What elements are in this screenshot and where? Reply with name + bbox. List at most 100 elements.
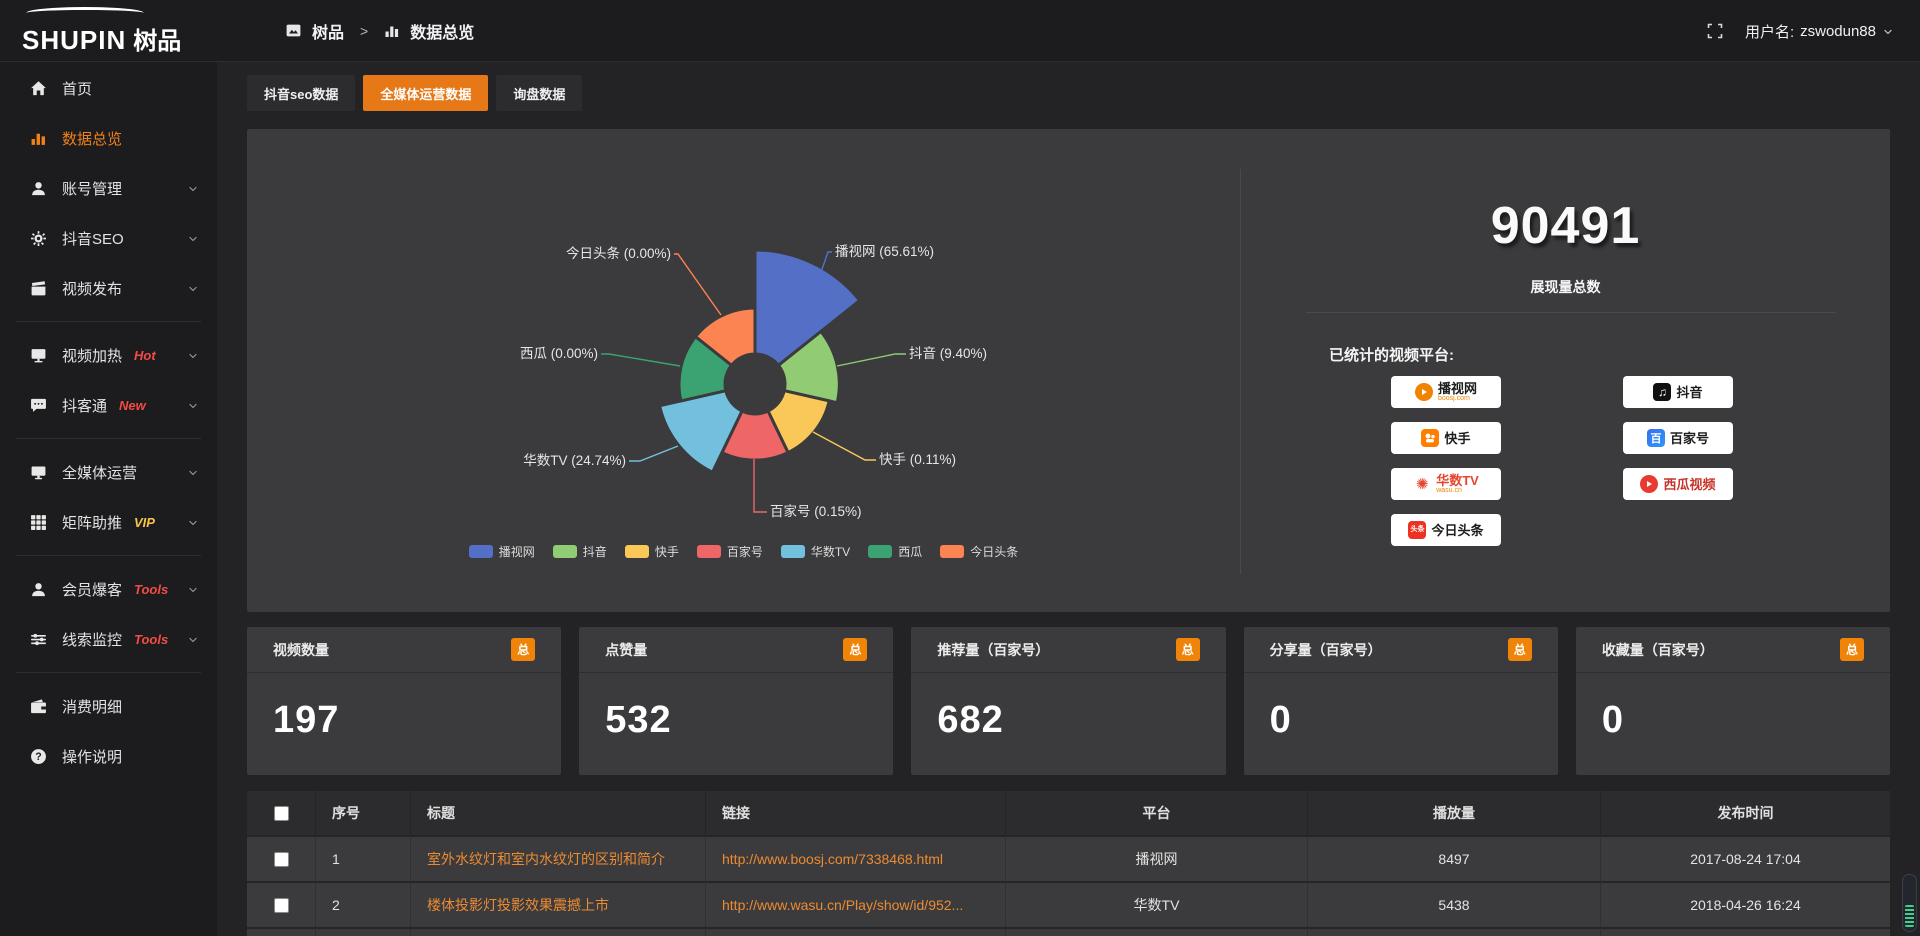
sidebar-item-视频加热[interactable]: 视频加热 Hot — [0, 330, 217, 380]
platform-name: 西瓜视频 — [1663, 476, 1716, 492]
stat-card-分享量（百家号）: 分享量（百家号） 总 0 — [1243, 627, 1558, 775]
sidebar-divider — [16, 438, 201, 439]
sidebar-item-矩阵助推[interactable]: 矩阵助推 VIP — [0, 497, 217, 547]
sidebar-item-抖客通[interactable]: 抖客通 New — [0, 380, 217, 430]
legend-item-今日头条[interactable]: 今日头条 — [940, 543, 1018, 560]
sidebar-item-操作说明[interactable]: ? 操作说明 — [0, 731, 217, 781]
stat-total-badge[interactable]: 总 — [1175, 638, 1200, 661]
list-stripes-icon — [1905, 905, 1914, 927]
user-menu[interactable]: 用户名: zswodun88 — [1745, 21, 1894, 42]
pie-label-百家号: 百家号 (0.15%) — [770, 503, 862, 519]
user-icon — [28, 180, 48, 197]
legend-swatch — [780, 545, 805, 558]
legend-label: 抖音 — [582, 545, 607, 559]
stat-total-badge[interactable]: 总 — [1507, 638, 1532, 661]
video-url-link[interactable]: http://www.wasu.cn/Play/show/id/952... — [722, 897, 964, 913]
stats-cards-row: 视频数量总 197 点赞量总 532 推荐量（百家号）总 682 分享量（百家号）总 0 收藏量… — [247, 627, 1891, 775]
legend-item-华数TV[interactable]: 华数TV — [780, 543, 850, 560]
pie-slice-华数TV[interactable] — [657, 388, 744, 475]
sidebar-item-消费明细[interactable]: 消费明细 — [0, 681, 217, 731]
row-checkbox[interactable] — [273, 898, 289, 914]
pie-label-line-百家号 — [753, 459, 767, 513]
video-url-link[interactable]: http://www.boosj.com/7338468.html — [722, 851, 944, 867]
sidebar-item-账号管理[interactable]: 账号管理 — [0, 163, 217, 213]
vertical-divider — [1240, 169, 1241, 574]
stat-card-收藏量（百家号）: 收藏量（百家号） 总 0 — [1575, 627, 1891, 775]
sidebar-item-label: 线索监控 — [62, 631, 123, 649]
breadcrumb-root[interactable]: 树品 — [312, 25, 345, 42]
floating-tool-widget[interactable] — [1902, 874, 1917, 932]
select-all-checkbox[interactable] — [273, 806, 289, 822]
sidebar-item-抖音SEO[interactable]: 抖音SEO — [0, 213, 217, 263]
platform-name: 抖音 — [1676, 384, 1703, 400]
stat-total-badge[interactable]: 总 — [843, 638, 868, 661]
pie-label-line-播视网 — [819, 251, 832, 276]
sidebar-item-会员爆客[interactable]: 会员爆客 Tools — [0, 564, 217, 614]
legend-swatch — [696, 545, 721, 558]
video-title-link[interactable]: 室外水纹灯和室内水纹灯的区别和简介 — [427, 851, 665, 867]
top-bar: SHUPIN 树品 树品 > 数据总览 用户名: zswodun88 — [0, 0, 1920, 62]
stat-card-value: 0 — [1601, 699, 1624, 741]
chat-icon — [28, 397, 48, 414]
sidebar-item-tag: Tools — [134, 581, 169, 597]
legend-label: 西瓜 — [898, 545, 923, 559]
overview-chart-panel: 播视网 (65.61%) 抖音 (9.40%) 快手 (0.11%) 百家号 (0.1… — [247, 129, 1890, 612]
row-num: 1 — [315, 835, 410, 881]
row-plays: 8497 — [1307, 835, 1600, 881]
main-content: 抖音seo数据 全媒体运营数据 询盘数据 播视网 (65.61%) 抖音 (9.40%… — [217, 62, 1920, 936]
pie-slice-今日头条[interactable] — [693, 306, 757, 368]
stat-total-badge[interactable]: 总 — [511, 638, 536, 661]
stat-card-value: 0 — [1269, 699, 1292, 741]
sidebar-item-线索监控[interactable]: 线索监控 Tools — [0, 614, 217, 664]
tab-抖音seo数据[interactable]: 抖音seo数据 — [247, 75, 356, 111]
legend-item-百家号[interactable]: 百家号 — [696, 543, 763, 560]
platforms-title: 已统计的视频平台: — [1329, 347, 1454, 364]
chevron-down-icon — [1882, 23, 1894, 40]
screen-icon — [28, 347, 48, 364]
pie-slice-抖音[interactable] — [776, 329, 841, 405]
video-icon — [28, 280, 48, 297]
breadcrumb-current[interactable]: 数据总览 — [410, 25, 475, 42]
sidebar-item-label: 矩阵助推 — [62, 514, 123, 532]
monitor-icon — [28, 464, 48, 481]
stat-card-label: 视频数量 — [273, 641, 329, 658]
sidebar-item-首页[interactable]: 首页 — [0, 63, 217, 113]
platform-badge-grid: 播视网 boosj.com ♫ 抖音 快手 百百家号 ✺ 华数TV wasu.cn 西瓜视频 头条今… — [1391, 376, 1733, 546]
sidebar-item-数据总览[interactable]: 数据总览 — [0, 113, 217, 163]
pie-slice-播视网[interactable] — [753, 248, 862, 368]
stat-total-badge[interactable]: 总 — [1840, 638, 1865, 661]
legend-item-抖音[interactable]: 抖音 — [552, 543, 607, 560]
stat-card-label: 收藏量（百家号） — [1601, 641, 1714, 658]
bars-icon — [28, 130, 48, 147]
sidebar-item-label: 操作说明 — [62, 748, 123, 766]
row-platform: 播视网 — [1005, 835, 1307, 881]
sidebar-item-label: 账号管理 — [62, 180, 123, 198]
horizontal-divider — [1306, 312, 1836, 313]
stat-card-value: 532 — [605, 699, 672, 741]
row-platform: 华数TV — [1005, 881, 1307, 927]
sidebar-item-视频发布[interactable]: 视频发布 — [0, 263, 217, 313]
total-impressions-value: 90491 — [1490, 197, 1641, 255]
legend-swatch — [868, 545, 893, 558]
fullscreen-icon[interactable] — [1707, 22, 1723, 40]
legend-item-快手[interactable]: 快手 — [624, 543, 679, 560]
legend-item-西瓜[interactable]: 西瓜 — [868, 543, 922, 560]
row-time: 2017-08-24 17:04 — [1600, 835, 1890, 881]
sidebar-item-label: 抖音SEO — [62, 230, 124, 248]
tab-询盘数据[interactable]: 询盘数据 — [496, 75, 583, 111]
legend-item-播视网[interactable]: 播视网 — [468, 543, 535, 560]
pie-label-line-华数TV — [629, 445, 679, 462]
stat-card-视频数量: 视频数量 总 197 — [247, 627, 562, 775]
sidebar-divider — [16, 555, 201, 556]
sidebar-item-全媒体运营[interactable]: 全媒体运营 — [0, 447, 217, 497]
video-title-link[interactable]: 楼体投影灯投影效果震撼上市 — [427, 897, 609, 913]
tab-全媒体运营数据[interactable]: 全媒体运营数据 — [363, 75, 489, 111]
platform-name: 快手 — [1444, 430, 1471, 446]
pie-label-line-西瓜 — [601, 353, 681, 367]
pie-label-line-抖音 — [836, 353, 906, 367]
breadcrumb: 树品 > 数据总览 — [285, 0, 474, 62]
pie-label-今日头条: 今日头条 (0.00%) — [566, 245, 671, 261]
row-checkbox[interactable] — [273, 852, 289, 868]
stat-card-value: 682 — [937, 699, 1004, 741]
logo-arc-decoration — [26, 7, 144, 19]
